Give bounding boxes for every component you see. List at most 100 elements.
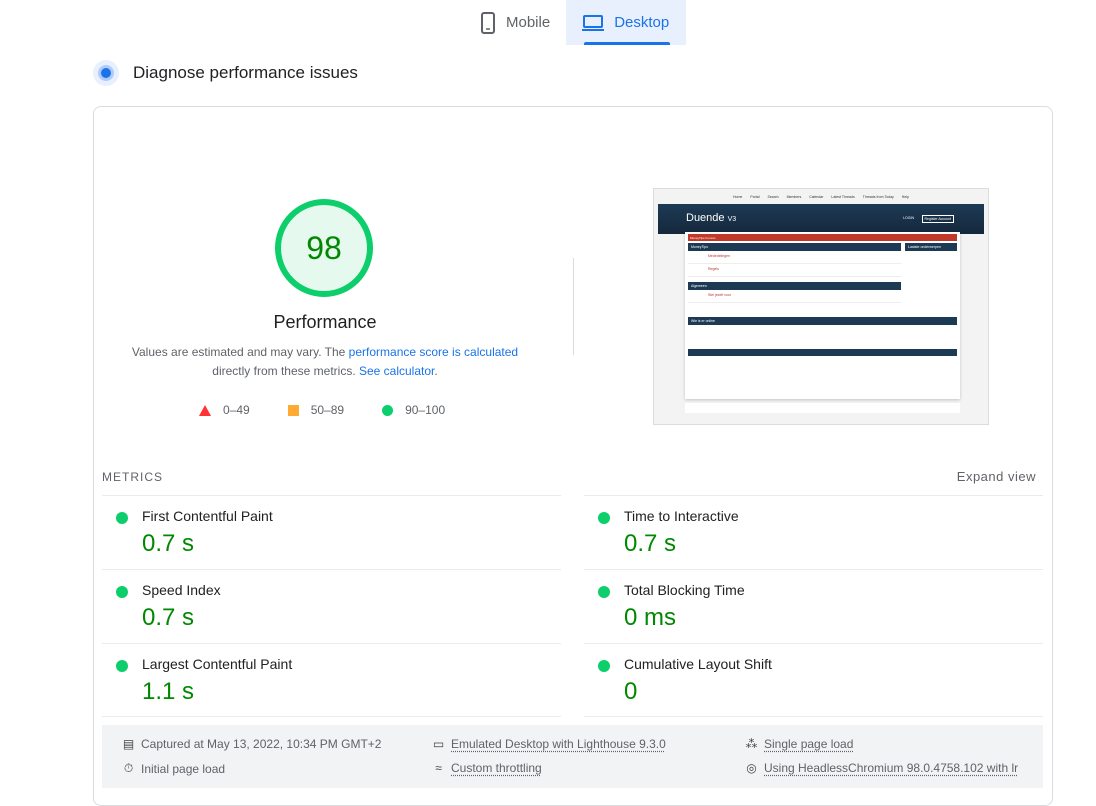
pass-circle-icon — [598, 512, 610, 524]
metric-value: 0.7 s — [142, 604, 195, 631]
nav-item: Search — [767, 195, 779, 199]
device-tabs: Mobile Desktop — [464, 0, 687, 45]
nav-item: Calendar — [809, 195, 824, 199]
note-text: Values are estimated and may vary. The — [131, 345, 349, 359]
section-header: Diagnose performance issues — [93, 60, 358, 86]
forum-row: Mededelingen — [688, 251, 901, 264]
note-text: directly from these metrics. — [212, 364, 359, 378]
laptop-icon — [582, 14, 605, 31]
pass-circle-icon — [598, 660, 610, 672]
square-icon — [287, 404, 299, 416]
circle-icon — [382, 404, 394, 416]
metric-tbt: Total Blocking Time 0 ms — [584, 569, 1043, 643]
online-bar: Wie is er online — [688, 317, 957, 325]
score-calculated-link[interactable]: performance score is calculated — [348, 345, 519, 359]
screenshot-hero: Duende V3 LOGIN Register Account — [658, 204, 984, 234]
metric-value: 0 ms — [624, 604, 677, 631]
throttling-info[interactable]: ≈ Custom throttling — [432, 761, 542, 775]
run-info: ▤ Captured at May 13, 2022, 10:34 PM GMT+… — [102, 725, 1043, 788]
emulated-info[interactable]: ▭ Emulated Desktop with Lighthouse 9.3.0 — [432, 737, 666, 751]
performance-title: Performance — [273, 312, 377, 332]
info-link[interactable]: Custom throttling — [451, 761, 542, 775]
section-title: Diagnose performance issues — [133, 63, 358, 82]
metric-value: 0.7 s — [624, 530, 677, 557]
pass-circle-icon — [116, 660, 128, 672]
tab-label: Mobile — [506, 14, 551, 31]
performance-score-gauge: 98 — [275, 199, 373, 297]
stopwatch-icon: ⏱ — [123, 761, 134, 775]
metric-label: Cumulative Layout Shift — [624, 656, 772, 672]
metric-lcp: Largest Contentful Paint 1.1 s — [102, 643, 561, 717]
legend-fail: 0–49 — [199, 403, 250, 417]
nav-item: Home — [733, 195, 743, 199]
initial-load-info: ⏱ Initial page load — [122, 761, 225, 776]
pass-circle-icon — [116, 586, 128, 598]
divider — [573, 258, 574, 355]
legend-range: 50–89 — [310, 403, 345, 417]
metric-label: Largest Contentful Paint — [142, 656, 293, 672]
tab-mobile[interactable]: Mobile — [464, 0, 566, 45]
metric-value: 0 — [624, 678, 638, 705]
nodes-icon: ⁂ — [745, 737, 758, 751]
sidebar-bar: Laatste onderwerpen — [905, 243, 957, 251]
forum-banner: MoneyTips Forums — [688, 234, 957, 241]
logo-text: Duende — [686, 212, 725, 224]
legend-range: 90–100 — [405, 403, 446, 417]
single-load-info[interactable]: ⁂ Single page load — [745, 737, 854, 751]
note-text: . — [434, 364, 438, 378]
nav-item: Help — [901, 195, 909, 199]
legend-range: 0–49 — [223, 403, 250, 417]
info-link[interactable]: Emulated Desktop with Lighthouse 9.3.0 — [451, 737, 666, 751]
site-logo: Duende V3 — [686, 212, 736, 224]
info-text: Captured at May 13, 2022, 10:34 PM GMT+2 — [141, 737, 382, 751]
legend-pass: 90–100 — [382, 403, 445, 417]
screenshot-body: MoneyTips Forums MoneyTips Mededelingen … — [685, 232, 960, 399]
tab-label: Desktop — [614, 14, 670, 31]
metric-label: Speed Index — [142, 582, 221, 598]
info-text: Initial page load — [141, 761, 226, 776]
nav-item: Latest Threads — [831, 195, 855, 199]
footer-bar — [688, 349, 957, 356]
see-calculator-link[interactable]: See calculator — [358, 364, 435, 378]
login-text: LOGIN — [903, 216, 914, 220]
nav-item: Portal — [750, 195, 760, 199]
forum-row: Regels — [688, 264, 901, 277]
category-bar: Algemeen — [688, 282, 901, 290]
chrome-icon: ◎ — [746, 761, 757, 775]
tab-desktop[interactable]: Desktop — [566, 0, 687, 45]
triangle-icon — [199, 404, 211, 416]
metric-label: Time to Interactive — [624, 508, 739, 524]
metric-value: 0.7 s — [142, 530, 195, 557]
metrics-grid: First Contentful Paint 0.7 s Time to Inte… — [102, 495, 1043, 717]
devices-icon: ▭ — [432, 737, 445, 751]
captured-info: ▤ Captured at May 13, 2022, 10:34 PM GMT+… — [122, 737, 382, 751]
browser-info[interactable]: ◎ Using HeadlessChromium 98.0.4758.102 wi… — [745, 761, 1018, 775]
phone-icon — [481, 11, 495, 34]
metric-value: 1.1 s — [142, 678, 195, 705]
metrics-header: METRICS — [102, 470, 163, 484]
info-link[interactable]: Single page load — [764, 737, 854, 751]
metric-label: First Contentful Paint — [142, 508, 273, 524]
score-legend: 0–49 50–89 90–100 — [199, 403, 483, 417]
screenshot-nav: Home Portal Search Members Calendar Late… — [654, 189, 988, 204]
diagnose-icon — [93, 60, 119, 86]
pass-circle-icon — [598, 586, 610, 598]
expand-view-button[interactable]: Expand view — [956, 469, 1036, 484]
legend-average: 50–89 — [287, 403, 345, 417]
metric-cls: Cumulative Layout Shift 0 — [584, 643, 1043, 717]
nav-item: Threads from Today — [862, 195, 894, 199]
performance-note: Values are estimated and may vary. The p… — [110, 343, 540, 381]
metric-si: Speed Index 0.7 s — [102, 569, 561, 643]
logo-version: V3 — [727, 216, 737, 223]
metric-fcp: First Contentful Paint 0.7 s — [102, 495, 561, 569]
nav-item: Members — [786, 195, 802, 199]
pass-circle-icon — [116, 512, 128, 524]
wifi-icon: ≈ — [435, 761, 442, 775]
info-link[interactable]: Using HeadlessChromium 98.0.4758.102 wit… — [764, 761, 1019, 775]
register-text: Register Account — [921, 215, 954, 223]
metric-tti: Time to Interactive 0.7 s — [584, 495, 1043, 569]
final-screenshot[interactable]: Home Portal Search Members Calendar Late… — [653, 188, 989, 425]
category-bar: MoneyTips — [688, 243, 901, 251]
metric-label: Total Blocking Time — [624, 582, 745, 598]
forum-row: Stel jezelf voor — [688, 290, 901, 303]
